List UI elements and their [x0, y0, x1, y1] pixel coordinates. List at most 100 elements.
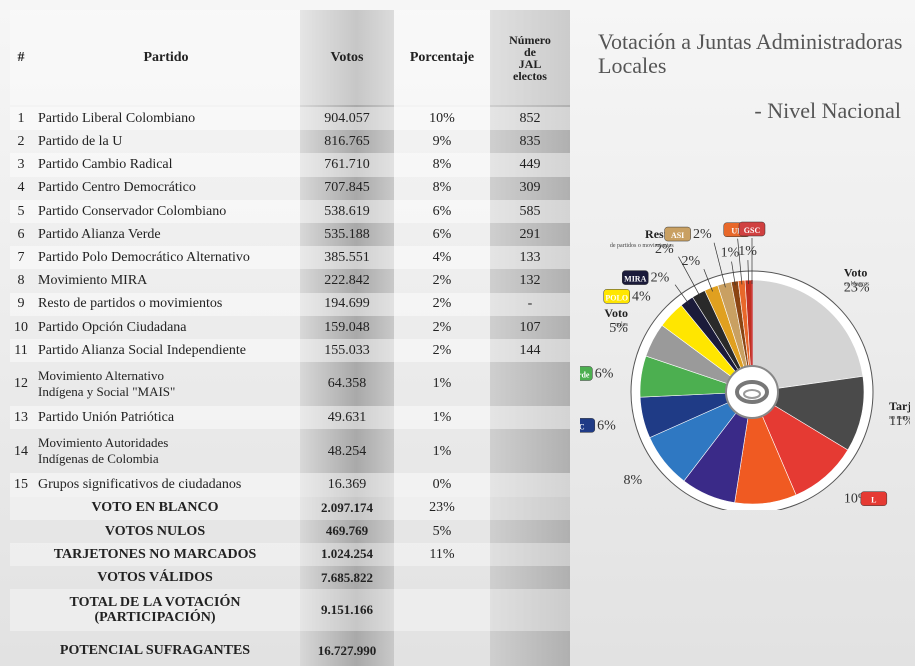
- cell-text: 1%: [432, 376, 452, 392]
- slice-label: 2%: [651, 271, 670, 286]
- table-cell: 1%: [394, 362, 490, 406]
- table-cell: 7: [10, 246, 32, 269]
- row-band: [10, 406, 570, 430]
- party-logo: POLO: [603, 289, 630, 304]
- leader-line: [674, 284, 690, 305]
- table-cell: 535.188: [300, 223, 394, 246]
- table-cell: 10: [10, 316, 32, 339]
- cell-text: 835: [519, 134, 541, 150]
- table-cell: 159.048: [300, 316, 394, 339]
- cell-text: 155.033: [324, 342, 370, 358]
- header-text: Porcentaje: [409, 49, 475, 65]
- table-cell: 222.842: [300, 269, 394, 292]
- cell-text: Partido Conservador Colombiano: [38, 203, 227, 219]
- logo-box: [738, 221, 766, 237]
- summary-cell: VOTO EN BLANCO: [10, 497, 300, 520]
- summary-cell: VOTOS VÁLIDOS: [10, 566, 300, 589]
- summary-text: 7.685.822: [321, 569, 373, 585]
- table-cell: 107: [490, 316, 570, 339]
- leader-line: [737, 238, 743, 285]
- table-cell: 194.699: [300, 293, 394, 316]
- table-cell: Partido Unión Patriótica: [32, 406, 300, 429]
- column-header: Número de JAL electos: [490, 10, 570, 105]
- cell-text: -: [527, 296, 533, 312]
- cell-text: 1: [17, 110, 25, 126]
- cell-text: 222.842: [324, 273, 370, 289]
- cell-text: 0%: [432, 477, 452, 493]
- slice-note: nulos: [615, 322, 629, 328]
- slice-label: 2%: [693, 227, 712, 242]
- cell-text: 449: [519, 157, 541, 173]
- table-cell: Movimiento Alternativo Indígena y Social …: [32, 362, 300, 406]
- table-cell: 2%: [394, 293, 490, 316]
- table-cell: 15: [10, 473, 32, 496]
- logo-text: POLO: [605, 293, 628, 302]
- table-cell: Movimiento MIRA: [32, 269, 300, 292]
- table-cell: Partido Cambio Radical: [32, 153, 300, 176]
- cell-text: 9%: [432, 134, 452, 150]
- table-cell: [490, 362, 570, 406]
- cell-text: 8%: [432, 157, 452, 173]
- table-cell: 1: [10, 107, 32, 130]
- table-cell: 707.845: [300, 177, 394, 200]
- table-cell: 6%: [394, 223, 490, 246]
- slice-label: 1%: [721, 246, 740, 261]
- leader-line: [713, 242, 726, 288]
- summary-cell: TOTAL DE LA VOTACIÓN (PARTICIPACIÓN): [10, 589, 300, 631]
- table-cell: 48.254: [300, 429, 394, 473]
- party-logo: GSC: [738, 221, 766, 237]
- summary-cell: 7.685.822: [300, 566, 394, 589]
- slice-note: de partidos o movimientos: [610, 243, 674, 249]
- table-cell: 1%: [394, 429, 490, 473]
- cell-text: 2: [17, 134, 25, 150]
- header-text: electos: [513, 68, 547, 83]
- cell-text: 585: [519, 203, 541, 219]
- summary-text: TOTAL DE LA VOTACIÓN: [69, 595, 241, 610]
- table-cell: 8: [10, 269, 32, 292]
- cell-text: 194.699: [324, 296, 370, 312]
- table-cell: Partido Liberal Colombiano: [32, 107, 300, 130]
- cell-text: 761.710: [324, 157, 370, 173]
- cell-text: 538.619: [324, 203, 370, 219]
- cell-text: 1%: [432, 410, 452, 426]
- cell-text: 6%: [432, 226, 452, 242]
- table-cell: 8%: [394, 153, 490, 176]
- cell-text: 16.369: [327, 477, 367, 493]
- summary-cell: 23%: [394, 497, 490, 520]
- cell-text: Resto de partidos o movimientos: [38, 296, 223, 312]
- table-cell: 309: [490, 177, 570, 200]
- table-cell: Partido Alianza Social Independiente: [32, 339, 300, 362]
- party-logo: ASI: [664, 226, 691, 242]
- table-cell: Grupos significativos de ciudadanos: [32, 473, 300, 496]
- cell-text: 535.188: [324, 226, 370, 242]
- row-band: [10, 107, 570, 131]
- subtitle: - Nivel Nacional: [754, 98, 901, 123]
- cell-text: 1%: [432, 443, 452, 459]
- table-cell: Partido de la U: [32, 130, 300, 153]
- summary-text: TARJETONES NO MARCADOS: [53, 546, 257, 562]
- summary-text: 1.024.254: [321, 546, 373, 562]
- leader-line: [731, 261, 736, 286]
- summary-text: 23%: [429, 500, 455, 516]
- table-cell: 10%: [394, 107, 490, 130]
- table-cell: 16.369: [300, 473, 394, 496]
- cell-text: 8: [17, 273, 25, 289]
- cell-text: Movimiento MIRA: [38, 273, 148, 289]
- table-cell: 9: [10, 293, 32, 316]
- cell-text: 6: [17, 226, 25, 242]
- table-cell: Movimiento Autoridades Indígenas de Colom…: [32, 429, 300, 473]
- summary-text: VOTO EN BLANCO: [91, 500, 219, 516]
- table-cell: 6: [10, 223, 32, 246]
- cell-text: 6%: [432, 203, 452, 219]
- cell-text: 4%: [432, 250, 452, 266]
- row-band: [10, 473, 570, 497]
- table-cell: 2%: [394, 316, 490, 339]
- cell-text: 10%: [429, 110, 455, 126]
- cell-text: Partido Cambio Radical: [38, 157, 173, 173]
- summary-text: 469.769: [325, 523, 369, 539]
- summary-text: (PARTICIPACIÓN): [94, 610, 216, 626]
- table-cell: 11: [10, 339, 32, 362]
- leader-line: [747, 260, 749, 285]
- summary-cell: [394, 639, 490, 662]
